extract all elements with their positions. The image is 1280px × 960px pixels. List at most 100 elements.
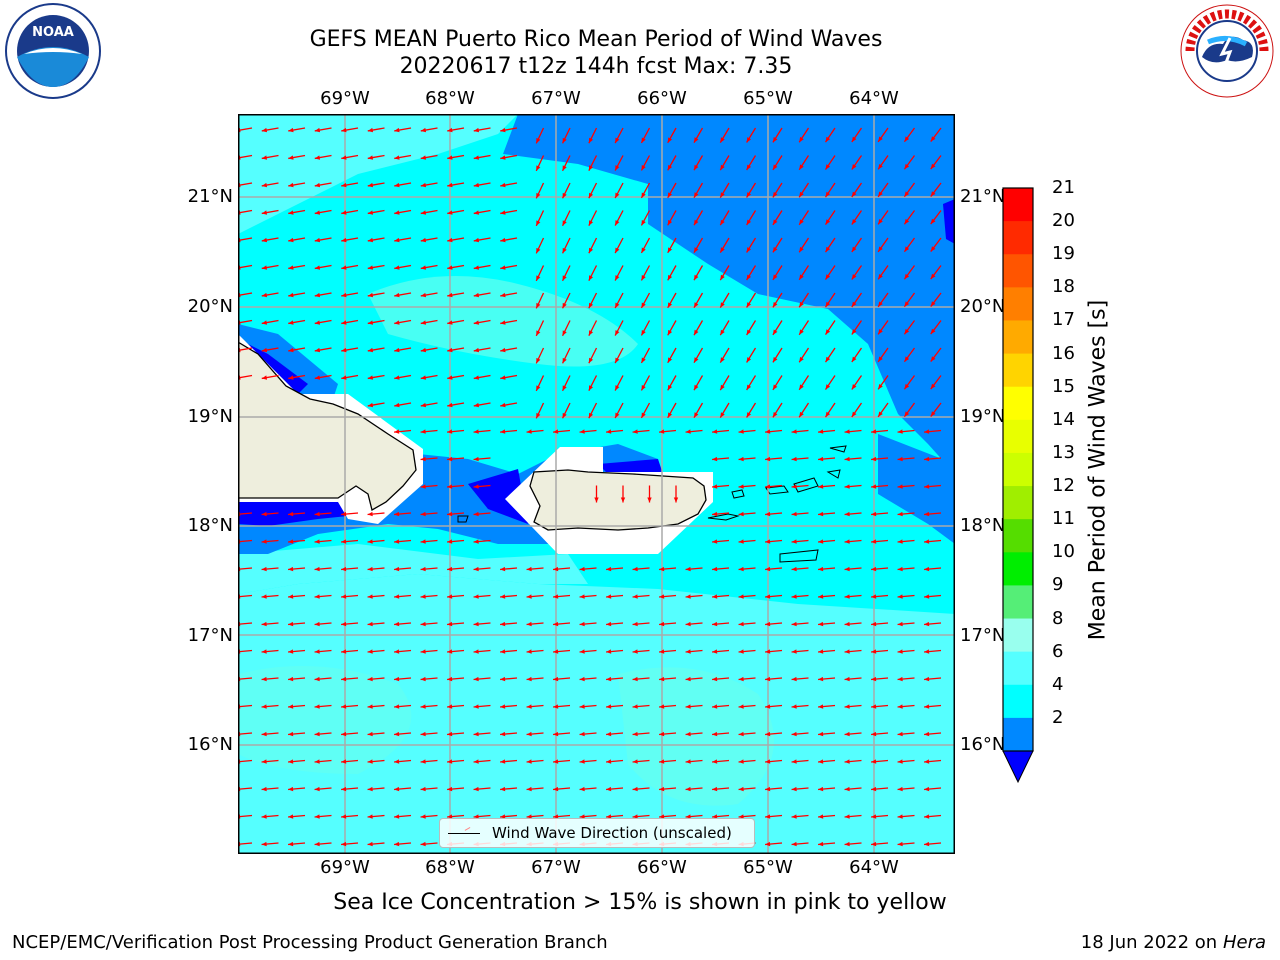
wind-arrow-head	[500, 155, 506, 160]
wind-arrow-head	[632, 594, 638, 599]
wind-arrow-head	[500, 237, 506, 243]
wind-arrow-head	[871, 429, 877, 434]
wind-arrow-head	[420, 731, 426, 737]
wind-arrow-head	[772, 191, 778, 198]
wind-arrow-head	[314, 649, 320, 654]
wind-arrow-head	[615, 220, 620, 226]
wind-arrow-head	[851, 356, 857, 362]
colorbar-segment	[1003, 651, 1033, 686]
wind-arrow-head	[712, 484, 718, 489]
wind-arrow-head	[500, 265, 506, 270]
wind-arrow-head	[924, 759, 930, 764]
lat-label-left-16n: 16°N	[187, 734, 233, 755]
wind-arrow-head	[367, 320, 374, 325]
wind-arrow-head	[500, 127, 506, 133]
wind-arrow-head	[897, 566, 903, 572]
wind-arrow-head	[924, 649, 930, 654]
wind-arrow-head	[818, 814, 824, 819]
wind-arrow-head	[420, 347, 427, 353]
wind-arrow-head	[641, 165, 646, 171]
wind-arrow-head	[844, 456, 850, 462]
legend-label: Wind Wave Direction (unscaled)	[492, 824, 732, 842]
lat-label-right-16n: 16°N	[960, 734, 1006, 755]
wind-arrow-head	[904, 383, 910, 390]
wind-arrow-head	[261, 539, 267, 544]
lat-label-left-21n: 21°N	[187, 186, 233, 207]
wind-arrow-head	[897, 841, 903, 847]
wind-arrow-head	[341, 621, 347, 627]
wind-arrow-head	[394, 676, 400, 682]
wind-arrow-head	[314, 731, 320, 737]
wind-arrow-head	[659, 759, 665, 764]
wind-arrow-head	[261, 676, 267, 682]
colorbar-tick-label: 8	[1052, 607, 1064, 629]
wind-arrow-head	[904, 328, 910, 335]
wind-arrow-head	[367, 237, 374, 243]
wind-arrow-head	[791, 621, 797, 627]
footer-host: Hera	[1222, 932, 1266, 953]
wind-arrow-head	[579, 566, 585, 572]
wind-arrow-head	[825, 219, 831, 225]
wind-arrow-head	[341, 759, 347, 764]
wind-arrow-head	[930, 163, 936, 170]
wind-arrow-head	[765, 511, 771, 517]
wind-arrow-head	[420, 320, 427, 325]
wind-arrow-head	[562, 192, 567, 199]
wind-arrow-head	[641, 275, 646, 281]
wind-arrow-head	[930, 411, 936, 417]
wind-arrow-head	[712, 511, 718, 517]
wind-arrow-head	[851, 191, 857, 197]
colorbar-tick-label: 4	[1052, 673, 1064, 695]
wind-arrow-head	[562, 357, 567, 364]
lon-label-bottom-64w: 64°W	[849, 857, 899, 878]
wind-arrow-head	[712, 814, 718, 819]
wind-arrow-head	[878, 301, 883, 307]
wind-arrow-head	[367, 841, 373, 847]
wind-arrow-head	[447, 814, 453, 819]
wind-arrow-head	[261, 704, 267, 709]
wind-arrow-head	[712, 731, 718, 737]
wind-arrow-head	[447, 429, 453, 434]
wind-arrow-head	[694, 247, 699, 253]
wind-arrow-head	[288, 649, 294, 654]
wind-arrow-head	[772, 164, 778, 170]
wind-arrow-head	[791, 704, 797, 709]
wind-arrow-head	[791, 676, 797, 682]
wind-arrow-head	[447, 375, 453, 380]
wind-arrow-head	[526, 566, 532, 572]
wind-arrow-head	[314, 347, 321, 353]
wind-arrow-head	[500, 347, 506, 353]
wind-arrow-head	[765, 456, 771, 462]
wind-arrow-head	[897, 814, 903, 819]
wind-arrow-head	[473, 814, 479, 819]
wind-arrow-head	[447, 676, 453, 682]
wind-arrow-head	[667, 219, 673, 226]
wind-arrow	[238, 677, 253, 680]
lat-label-left-18n: 18°N	[187, 515, 233, 536]
wind-arrow-head	[473, 265, 480, 270]
wind-arrow-head	[367, 649, 373, 654]
wind-arrow-head	[562, 137, 567, 144]
wind-arrow-head	[791, 841, 797, 847]
wind-arrow-head	[367, 676, 373, 682]
graticule	[238, 114, 955, 854]
wind-arrow-head	[825, 191, 831, 198]
wind-arrow-head	[420, 566, 426, 572]
wind-arrow-head	[746, 247, 752, 253]
wind-arrow-head	[420, 265, 427, 270]
wind-arrow-head	[930, 136, 936, 142]
wind-arrow-head	[473, 155, 480, 160]
colorbar-tick-label: 12	[1052, 475, 1075, 497]
wind-arrow-head	[772, 411, 778, 418]
wind-arrow-head	[659, 594, 665, 599]
wind-arrow-head	[500, 375, 506, 380]
wind-arrow-head	[897, 704, 903, 709]
wind-arrow-head	[367, 182, 374, 188]
lon-label-bottom-68w: 68°W	[425, 857, 475, 878]
footer-branch: NCEP/EMC/Verification Post Processing Pr…	[12, 932, 608, 953]
map-area[interactable]	[238, 114, 955, 854]
wind-arrow-head	[765, 704, 771, 709]
wind-arrow-head	[791, 566, 797, 572]
wind-arrow-head	[765, 484, 771, 489]
wind-arrow-head	[579, 429, 585, 434]
